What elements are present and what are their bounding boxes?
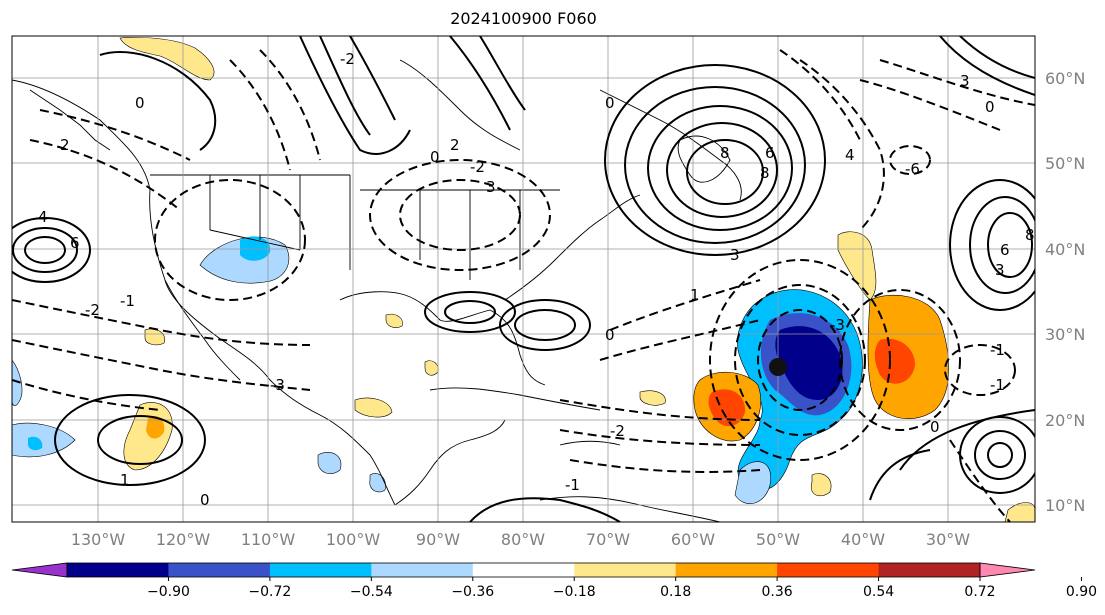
colorbar-tick-label: 0.36 bbox=[762, 584, 793, 600]
contour-label: 0 bbox=[985, 98, 995, 116]
colorbar-segment bbox=[878, 563, 981, 577]
contour-label: 4 bbox=[845, 146, 855, 164]
contour-label: 2 bbox=[60, 136, 70, 154]
colorbar-tick-label: 0.54 bbox=[863, 584, 894, 600]
contour-label: 0 bbox=[605, 326, 615, 344]
colorbar-tick-label: −0.72 bbox=[248, 584, 291, 600]
colorbar-tick-label: 0.90 bbox=[1066, 584, 1097, 600]
lat-label: 20°N bbox=[1045, 411, 1085, 430]
lon-label: 110°W bbox=[241, 530, 296, 549]
lon-label: 50°W bbox=[756, 530, 800, 549]
colorbar-tick-label: 0.18 bbox=[660, 584, 691, 600]
lon-label: 120°W bbox=[156, 530, 211, 549]
contour-label: 1 bbox=[120, 471, 130, 489]
contour-label: 1 bbox=[690, 286, 700, 304]
lat-label: 30°N bbox=[1045, 325, 1085, 344]
contour-label: -3 bbox=[830, 316, 845, 334]
latitude-labels: 10°N 20°N 30°N 40°N 50°N 60°N bbox=[1045, 69, 1085, 515]
contour-label: 0 bbox=[200, 491, 210, 509]
colorbar-tick-label: −0.18 bbox=[553, 584, 596, 600]
contour-label: 3 bbox=[960, 72, 970, 90]
colorbar: −0.90 −0.72 −0.54 −0.36 −0.18 0.18 0.36 0.54 0.7… bbox=[11, 562, 1097, 600]
colorbar-segment bbox=[574, 563, 677, 577]
lon-label: 70°W bbox=[586, 530, 630, 549]
contour-label: 6 bbox=[765, 144, 775, 162]
colorbar-segment bbox=[472, 563, 575, 577]
contour-label: 3 bbox=[995, 261, 1005, 279]
colorbar-segment bbox=[777, 563, 880, 577]
lon-label: 80°W bbox=[501, 530, 545, 549]
colorbar-segment bbox=[269, 563, 372, 577]
map-title: 2024100900 F060 bbox=[450, 9, 597, 28]
colorbar-tick-label: 0.72 bbox=[964, 584, 995, 600]
lon-label: 130°W bbox=[71, 530, 126, 549]
colorbar-segment bbox=[168, 563, 271, 577]
contour-label: 3 bbox=[486, 178, 496, 196]
colorbar-frame bbox=[66, 562, 981, 578]
contour-label: -1 bbox=[120, 292, 135, 310]
lon-label: 100°W bbox=[326, 530, 381, 549]
colorbar-tick-label: −0.54 bbox=[350, 584, 393, 600]
lon-label: 40°W bbox=[841, 530, 885, 549]
negative-contours bbox=[12, 49, 1035, 522]
colorbar-extend-low bbox=[11, 562, 68, 578]
lon-label: 90°W bbox=[416, 530, 460, 549]
contour-label: -3 bbox=[270, 376, 285, 394]
contour-label: 0 bbox=[930, 418, 940, 436]
colorbar-extend-high bbox=[979, 562, 1036, 578]
lat-label: 10°N bbox=[1045, 496, 1085, 515]
lon-label: 60°W bbox=[671, 530, 715, 549]
contour-label: 8 bbox=[1025, 226, 1035, 244]
storm-center-marker bbox=[769, 358, 787, 376]
contour-label: 3 bbox=[730, 246, 740, 264]
lat-label: 50°N bbox=[1045, 154, 1085, 173]
contour-label: -2 bbox=[340, 50, 355, 68]
colorbar-segment bbox=[67, 563, 169, 577]
map-frame bbox=[11, 35, 1036, 523]
map-plot-area: 0 2 4 6 8 3 1 3 6 8 0 -2 -1 0 -3 -1 -2 -… bbox=[12, 36, 1035, 522]
longitude-labels: 130°W 120°W 110°W 100°W 90°W 80°W 70°W 6… bbox=[71, 530, 970, 549]
contour-label: 4 bbox=[38, 208, 48, 226]
contour-label: 8 bbox=[760, 164, 770, 182]
contour-label: -1 bbox=[990, 376, 1005, 394]
contour-label: 6 bbox=[70, 234, 80, 252]
contour-label: -2 bbox=[470, 158, 485, 176]
colorbar-tick-label: −0.36 bbox=[451, 584, 494, 600]
contour-label: 0 bbox=[605, 94, 615, 112]
colorbar-segment bbox=[675, 563, 778, 577]
contour-label: 0 bbox=[430, 148, 440, 166]
contour-label: -2 bbox=[85, 301, 100, 319]
contour-label: -1 bbox=[565, 476, 580, 494]
lat-label: 40°N bbox=[1045, 240, 1085, 259]
contour-label: -6 bbox=[905, 160, 920, 178]
contour-label: -1 bbox=[990, 341, 1005, 359]
contour-label: 6 bbox=[1000, 241, 1010, 259]
contour-label: 2 bbox=[450, 136, 460, 154]
contour-label: 0 bbox=[135, 94, 145, 112]
colorbar-tick-label: −0.90 bbox=[147, 584, 190, 600]
contour-label: 8 bbox=[720, 144, 730, 162]
lat-label: 60°N bbox=[1045, 69, 1085, 88]
contour-label: -2 bbox=[610, 422, 625, 440]
lon-label: 30°W bbox=[926, 530, 970, 549]
colorbar-segment bbox=[371, 563, 474, 577]
contour-labels: 0 2 4 6 8 3 1 3 6 8 0 -2 -1 0 -3 -1 -2 -… bbox=[38, 50, 1035, 509]
